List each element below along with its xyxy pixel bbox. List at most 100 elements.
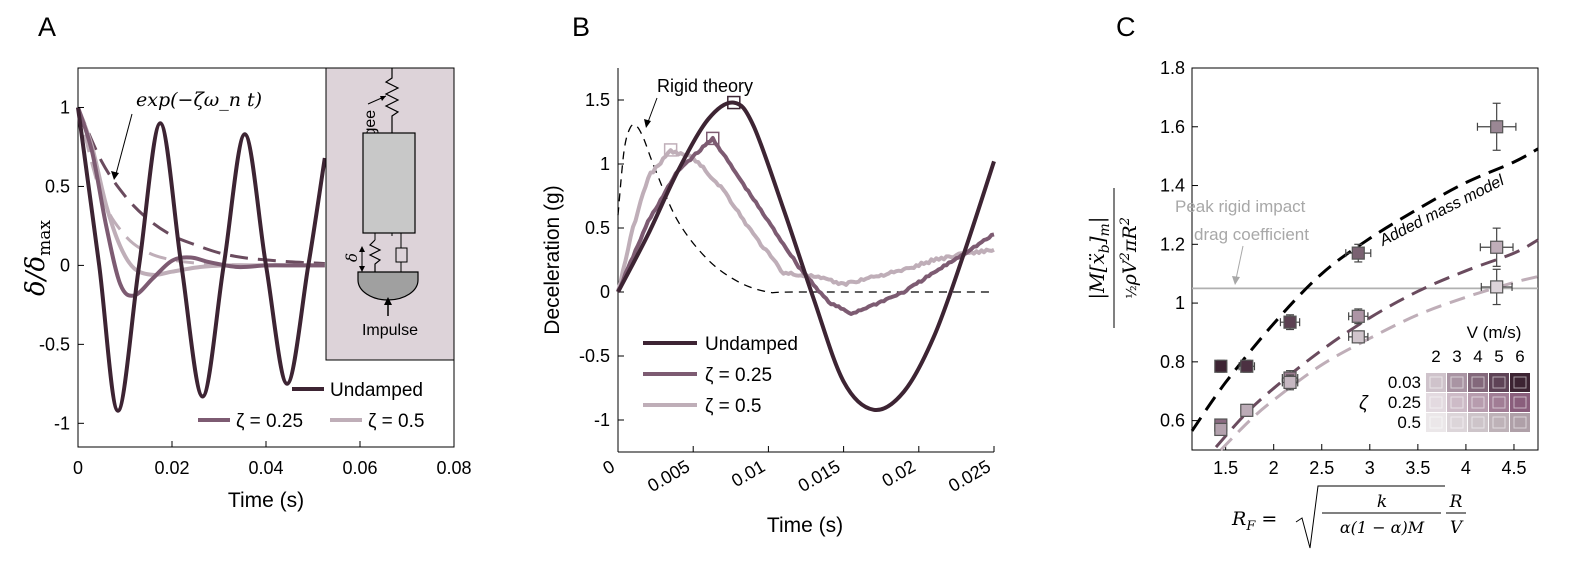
panel-a-x-tick-label: 0: [73, 458, 83, 478]
panel-a-legend-label: Undamped: [330, 380, 423, 401]
panel-a-xlabel: Time (s): [228, 489, 304, 512]
panel-b-xlabel: Time (s): [767, 514, 843, 537]
panel-c-model-label: Added mass model: [1376, 172, 1507, 250]
panel-c-legend-swatch: [1468, 393, 1488, 412]
panel-c-legend-title: V (m/s): [1467, 323, 1522, 342]
panel-b-series-line: [616, 136, 995, 316]
panel-c-legend-swatch-marker: [1492, 396, 1506, 409]
panel-a-annotation-arrowhead: [111, 171, 119, 180]
panel-b-y-tick-label: -1: [594, 410, 610, 430]
panel-c-reference-arrowhead: [1232, 276, 1240, 285]
panel-a-y-tick-label: 0.5: [45, 176, 70, 196]
panel-b-x-tick-label: 0.01: [728, 456, 768, 491]
inset-damper: [395, 247, 408, 263]
panel-c-legend-column: 6: [1515, 347, 1524, 366]
panel-c-legend-column: 2: [1431, 347, 1440, 366]
panel-b-annotation: Rigid theory: [657, 76, 753, 96]
inset-delta-arrowhead-top: [359, 246, 365, 252]
panel-c-legend-swatch-marker: [1471, 376, 1485, 389]
panel-b-x-tick-label: 0.015: [795, 456, 844, 496]
panel-b-y-tick-label: 1: [600, 154, 610, 174]
panel-c-legend-row-label: 0.25: [1388, 393, 1421, 412]
panel-c-legend-swatch: [1426, 373, 1446, 392]
panel-c-legend-row-label: 0.03: [1388, 373, 1421, 392]
panel-b-rigid-theory-line: [617, 123, 994, 294]
panel-c-y-tick-label: 0.8: [1160, 352, 1185, 372]
inset-bungee-arrowhead: [380, 96, 386, 101]
panel-c-data-point: [1214, 359, 1228, 373]
panel-b-y-tick-label: 1.5: [585, 90, 610, 110]
svg-text:k: k: [1377, 492, 1387, 512]
panel-a-series-line: [76, 106, 325, 277]
panel-a-legend-label: ζ = 0.25: [236, 411, 303, 432]
panel-c-legend-swatch-marker: [1429, 396, 1443, 409]
panel-c-x-tick-label: 4.5: [1501, 458, 1526, 478]
panel-a-ylabel: δ/δmax: [21, 220, 55, 296]
panel-c-reference-arrow: [1235, 245, 1244, 280]
panel-label-b: B: [572, 12, 590, 42]
panel-c-legend-swatch: [1489, 413, 1509, 432]
panel-c-reference-label-line1: Peak rigid impact: [1175, 197, 1306, 216]
panel-c-legend-swatch-marker: [1471, 416, 1485, 429]
panel-a-y-tick-label: -1: [54, 413, 70, 433]
panel-c-x-tick-label: 4: [1461, 458, 1471, 478]
panel-c-data-point: [1214, 422, 1228, 437]
panel-b-annotation-arrowhead: [644, 119, 651, 128]
panel-c-legend-swatch: [1510, 393, 1530, 412]
inset-delta-arrowhead-bottom: [359, 266, 365, 272]
panel-b-peak-marker: [727, 95, 741, 110]
panel-b-y-tick-label: -0.5: [579, 346, 610, 366]
panel-c-legend-row-label: 0.5: [1397, 413, 1421, 432]
svg-text:R: R: [1449, 492, 1463, 512]
panel-a-series-line: [76, 107, 327, 413]
panel-label-a: A: [38, 12, 56, 42]
panel-a-chart: Bungee δ Impulse exp(−ζω_n t) 0 0.02 0.04 0…: [39, 67, 472, 478]
panel-c-legend-swatch: [1489, 373, 1509, 392]
panel-b-series-line: [616, 100, 996, 413]
panel-c-legend-swatch: [1447, 413, 1467, 432]
panel-b-chart: Rigid theory 0 0.005 0.01 0.015 0.02 0.025 1.5…: [579, 68, 996, 496]
svg-text:RF =: RF =: [1231, 508, 1277, 534]
inset-mass: [362, 132, 416, 234]
panel-c-data-point: [1490, 240, 1504, 254]
panel-c-legend-column: 3: [1452, 347, 1461, 366]
panel-c-legend-swatch-marker: [1513, 416, 1527, 429]
panel-c-chart: Peak rigid impact drag coefficient Added…: [1160, 58, 1539, 478]
panel-c-reference-label-line2: drag coefficient: [1194, 225, 1309, 244]
panel-c-data-point: [1351, 309, 1365, 323]
panel-c-legend-swatch-marker: [1450, 416, 1464, 429]
panel-c-legend-swatch: [1468, 373, 1488, 392]
panel-c-legend-swatch: [1510, 373, 1530, 392]
panel-b-legend-label: ζ = 0.25: [705, 365, 772, 386]
panel-b-peak-marker: [663, 143, 678, 157]
panel-c-x-tick-label: 2.5: [1309, 458, 1334, 478]
panel-c-legend-swatch-marker: [1492, 376, 1506, 389]
panel-b-x-tick-label: 0.02: [878, 456, 918, 491]
panel-c-data-point: [1283, 375, 1297, 390]
panel-c-data-point: [1240, 403, 1254, 417]
panel-a-inset: Bungee δ Impulse: [325, 67, 455, 361]
panel-c-legend-swatch: [1426, 413, 1446, 432]
panel-b-x-tick-label: 0.025: [945, 456, 994, 496]
panel-a-x-tick-label: 0.02: [154, 458, 189, 478]
panel-c-x-tick-label: 3: [1365, 458, 1375, 478]
panel-b-y-tick-label: 0: [600, 282, 610, 302]
panel-b-legend-label: ζ = 0.5: [705, 396, 761, 417]
panel-a-x-tick-label: 0.04: [248, 458, 283, 478]
panel-c-legend-swatch-marker: [1471, 396, 1485, 409]
svg-text:V: V: [1450, 518, 1464, 538]
panel-b-x-tick-label: 0.005: [644, 456, 693, 496]
svg-text:|M[ẍb]m|: |M[ẍb]m|: [1085, 216, 1113, 299]
svg-text:α(1 − α)M: α(1 − α)M: [1340, 518, 1425, 537]
panel-c-legend-swatch-marker: [1450, 396, 1464, 409]
panel-c-y-tick-label: 1.4: [1160, 176, 1185, 196]
panel-c-ylabel: |M[ẍb]m| ½ρV2πR2: [1085, 188, 1141, 328]
panel-c-x-tick-label: 2: [1269, 458, 1279, 478]
panel-b-ylabel: Deceleration (g): [541, 185, 564, 334]
panel-c-legend-swatch: [1447, 373, 1467, 392]
panel-label-c: C: [1116, 12, 1136, 42]
panel-c-axes-box: [1191, 67, 1539, 451]
svg-text:δ/δmax: δ/δmax: [21, 220, 55, 296]
panel-a-annotation-arrow: [115, 113, 133, 175]
